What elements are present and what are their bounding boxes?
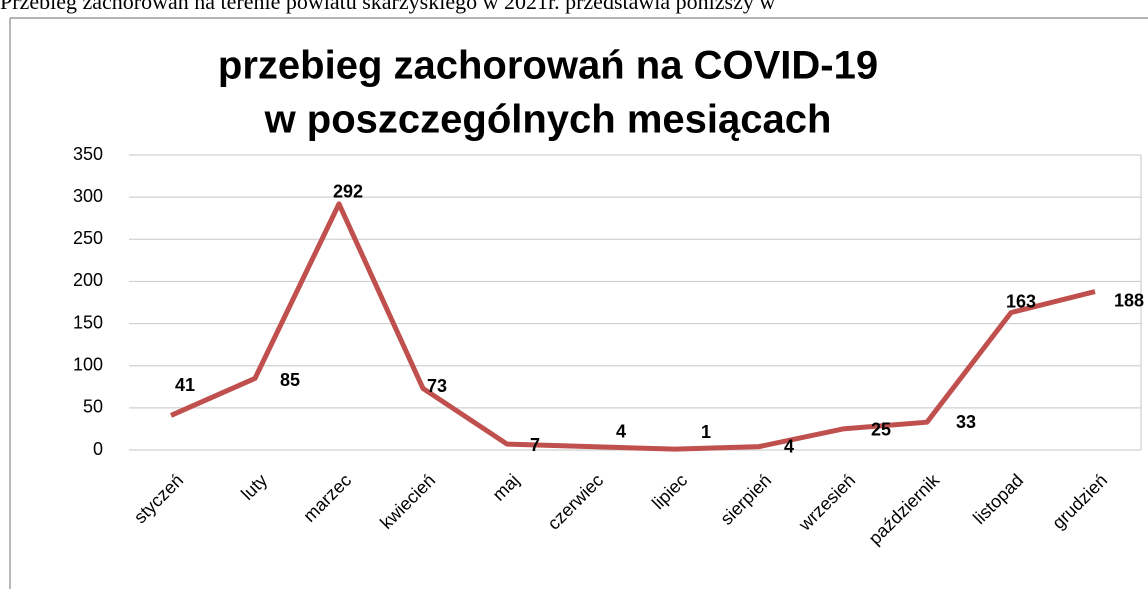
x-tick-label: wrzesień (794, 470, 859, 535)
data-label: 4 (784, 436, 794, 456)
chart-title: przebieg zachorowań na COVID-19 (218, 44, 878, 88)
y-tick-label: 350 (73, 144, 103, 164)
data-label: 73 (427, 376, 447, 396)
data-label: 41 (175, 375, 195, 395)
data-label: 33 (956, 412, 976, 432)
y-tick-label: 100 (73, 354, 103, 374)
y-tick-label: 150 (73, 312, 103, 332)
x-tick-label: listopad (969, 470, 1027, 528)
y-tick-label: 200 (73, 270, 103, 290)
data-label: 4 (616, 421, 626, 441)
caption: Przebieg zachorowań na terenie powiatu s… (0, 0, 775, 14)
x-tick-label: marzec (299, 470, 355, 526)
data-label: 188 (1114, 290, 1144, 310)
x-tick-label: maj (489, 470, 524, 505)
data-label: 25 (871, 420, 891, 440)
data-label: 163 (1006, 291, 1036, 311)
data-label: 1 (701, 422, 711, 442)
data-line (169, 201, 1096, 452)
x-tick-label: październik (865, 469, 944, 548)
data-label: 85 (280, 370, 300, 390)
data-label: 7 (530, 435, 540, 455)
x-tick-label: lipiec (648, 470, 691, 513)
y-tick-label: 300 (73, 186, 103, 206)
data-label: 292 (333, 182, 363, 202)
x-tick-label: czerwiec (544, 470, 608, 534)
y-tick-label: 50 (83, 397, 103, 417)
chart-title: w poszczególnych mesiącach (264, 98, 832, 142)
x-tick-label: kwiecień (376, 470, 439, 533)
x-tick-label: luty (237, 470, 271, 504)
y-tick-label: 0 (93, 439, 103, 459)
y-tick-label: 250 (73, 228, 103, 248)
x-tick-label: grudzień (1048, 470, 1111, 533)
x-tick-label: sierpień (716, 470, 775, 529)
x-tick-label: styczeń (130, 470, 187, 527)
